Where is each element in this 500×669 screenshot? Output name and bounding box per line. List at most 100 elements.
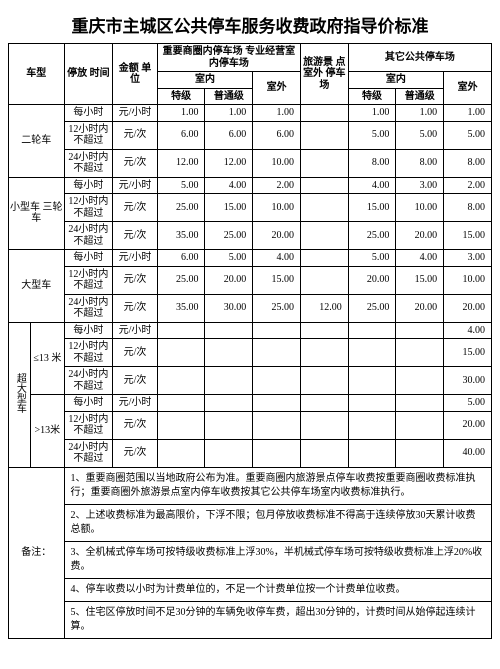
duration-cell: 12小时内 不超过: [64, 411, 113, 439]
price-cell: 10.00: [444, 266, 492, 294]
table-row: 12小时内 不超过元/次20.00: [9, 411, 492, 439]
price-cell: 8.00: [348, 149, 396, 177]
table-row: 24小时内 不超过元/次35.0030.0025.0012.0025.0020.…: [9, 294, 492, 322]
price-cell: [348, 367, 396, 395]
price-cell: [300, 177, 348, 194]
duration-cell: 24小时内 不超过: [64, 294, 113, 322]
price-table: 车型 停放 时间 金额 单位 重要商圈内停车场 专业经营室内停车场 旅游景 点室…: [8, 43, 492, 639]
price-cell: 6.00: [157, 250, 205, 267]
price-cell: [300, 439, 348, 467]
unit-cell: 元/小时: [113, 322, 157, 339]
price-cell: [157, 411, 205, 439]
duration-cell: 24小时内 不超过: [64, 149, 113, 177]
unit-cell: 元/次: [113, 439, 157, 467]
price-cell: 25.00: [205, 222, 253, 250]
notes-row: 备注： 1、重要商圈范围以当地政府公布为准。重要商圈内旅游景点停车收费按重要商圈…: [9, 467, 492, 504]
price-cell: [300, 250, 348, 267]
price-cell: 2.00: [253, 177, 301, 194]
price-cell: 5.00: [348, 250, 396, 267]
price-cell: [348, 322, 396, 339]
price-cell: [300, 121, 348, 149]
vehicle-sub-cell: >13米: [31, 395, 64, 468]
unit-cell: 元/次: [113, 121, 157, 149]
notes-label: 备注：: [9, 467, 65, 638]
price-cell: 12.00: [205, 149, 253, 177]
price-cell: [300, 266, 348, 294]
price-cell: 4.00: [205, 177, 253, 194]
price-cell: 4.00: [348, 177, 396, 194]
price-cell: [348, 395, 396, 412]
table-row: 超大型车≤13 米每小时元/小时4.00: [9, 322, 492, 339]
h-normal: 普通级: [205, 88, 253, 105]
table-row: 12小时内 不超过元/次6.006.006.005.005.005.00: [9, 121, 492, 149]
duration-cell: 12小时内 不超过: [64, 121, 113, 149]
note-item: 5、住宅区停放时间不足30分钟的车辆免收停车费，超出30分钟的，计费时间从始停起…: [64, 601, 492, 638]
price-cell: [205, 367, 253, 395]
h-zone-c: 其它公共停车场: [348, 44, 491, 72]
price-cell: [253, 411, 301, 439]
price-cell: [300, 411, 348, 439]
price-cell: [205, 339, 253, 367]
price-cell: 10.00: [253, 149, 301, 177]
price-cell: 3.00: [396, 177, 444, 194]
price-cell: 5.00: [348, 121, 396, 149]
duration-cell: 24小时内 不超过: [64, 439, 113, 467]
price-cell: [157, 367, 205, 395]
duration-cell: 每小时: [64, 322, 113, 339]
h-outdoor: 室外: [444, 72, 492, 105]
table-row: 12小时内 不超过元/次15.00: [9, 339, 492, 367]
price-cell: 20.00: [444, 411, 492, 439]
price-cell: [205, 322, 253, 339]
vehicle-cell: 二轮车: [9, 105, 65, 178]
notes-row: 5、住宅区停放时间不足30分钟的车辆免收停车费，超出30分钟的，计费时间从始停起…: [9, 601, 492, 638]
vehicle-cell: 超大型车: [9, 322, 31, 467]
price-cell: 20.00: [396, 294, 444, 322]
price-cell: 1.00: [444, 105, 492, 122]
table-row: >13米每小时元/小时5.00: [9, 395, 492, 412]
table-row: 12小时内 不超过元/次25.0020.0015.0020.0015.0010.…: [9, 266, 492, 294]
unit-cell: 元/次: [113, 266, 157, 294]
duration-cell: 每小时: [64, 177, 113, 194]
price-cell: 35.00: [157, 222, 205, 250]
unit-cell: 元/小时: [113, 105, 157, 122]
price-cell: [396, 411, 444, 439]
price-cell: 25.00: [157, 194, 205, 222]
duration-cell: 12小时内 不超过: [64, 339, 113, 367]
table-row: 24小时内 不超过元/次12.0012.0010.008.008.008.00: [9, 149, 492, 177]
price-cell: 15.00: [444, 339, 492, 367]
price-cell: 1.00: [348, 105, 396, 122]
price-cell: [300, 194, 348, 222]
table-row: 24小时内 不超过元/次30.00: [9, 367, 492, 395]
h-unit: 金额 单位: [113, 44, 157, 105]
price-cell: 1.00: [205, 105, 253, 122]
price-cell: 3.00: [444, 250, 492, 267]
price-cell: [157, 395, 205, 412]
price-cell: [300, 149, 348, 177]
price-cell: [205, 439, 253, 467]
h-zone-b: 旅游景 点室外 停车场: [300, 44, 348, 105]
table-row: 24小时内 不超过元/次35.0025.0020.0025.0020.0015.…: [9, 222, 492, 250]
price-cell: 5.00: [205, 250, 253, 267]
header-row: 车型 停放 时间 金额 单位 重要商圈内停车场 专业经营室内停车场 旅游景 点室…: [9, 44, 492, 72]
duration-cell: 每小时: [64, 105, 113, 122]
price-cell: [253, 367, 301, 395]
notes-row: 2、上述收费标准为最高限价，下浮不限；包月停放收费标准不得高于连续停放30天累计…: [9, 504, 492, 541]
unit-cell: 元/次: [113, 367, 157, 395]
vehicle-sub-cell: ≤13 米: [31, 322, 64, 395]
price-cell: [396, 439, 444, 467]
unit-cell: 元/小时: [113, 177, 157, 194]
h-special: 特级: [348, 88, 396, 105]
price-cell: [157, 439, 205, 467]
price-cell: [205, 411, 253, 439]
h-vehicle: 车型: [9, 44, 65, 105]
price-cell: 20.00: [396, 222, 444, 250]
price-cell: 2.00: [444, 177, 492, 194]
table-row: 24小时内 不超过元/次40.00: [9, 439, 492, 467]
price-cell: 8.00: [444, 194, 492, 222]
price-cell: 5.00: [444, 121, 492, 149]
price-cell: 8.00: [396, 149, 444, 177]
unit-cell: 元/小时: [113, 395, 157, 412]
vehicle-cell: 小型车 三轮车: [9, 177, 65, 250]
price-cell: [396, 395, 444, 412]
notes-row: 3、全机械式停车场可按特级收费标准上浮30%，半机械式停车场可按特级收费标准上浮…: [9, 541, 492, 578]
